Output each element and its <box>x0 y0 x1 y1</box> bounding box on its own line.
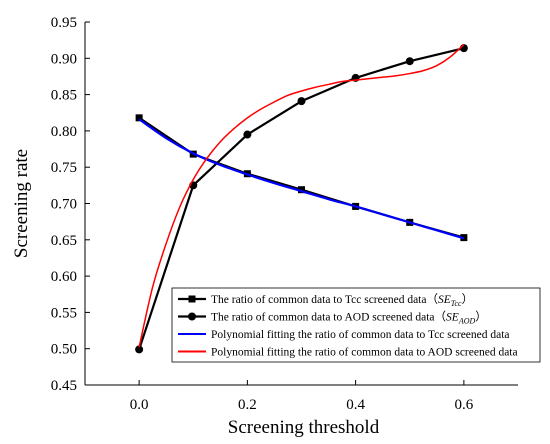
y-tick-label: 0.45 <box>51 378 77 394</box>
legend: The ratio of common data to Tcc screened… <box>171 287 541 363</box>
y-tick-label: 0.65 <box>51 233 77 249</box>
series-line-0 <box>138 116 465 239</box>
data-point-circle <box>297 97 306 106</box>
data-point-circle <box>405 57 414 66</box>
x-tick-label: 0.2 <box>238 397 257 413</box>
data-point-square <box>135 114 143 122</box>
y-tick-label: 0.70 <box>51 197 77 213</box>
legend-marker-square <box>188 295 196 303</box>
legend-marker-circle <box>188 312 196 321</box>
data-point-circle <box>243 130 252 139</box>
legend-label: The ratio of common data to Tcc screened… <box>211 293 473 308</box>
y-tick-label: 0.55 <box>51 305 77 321</box>
legend-box <box>171 287 541 363</box>
legend-label: Polynomial fitting the ratio of common d… <box>211 329 510 341</box>
series-layer <box>135 43 468 354</box>
y-tick-label: 0.85 <box>51 88 77 104</box>
y-tick-label: 0.80 <box>51 124 77 140</box>
y-tick-label: 0.60 <box>51 269 77 285</box>
data-point-square <box>298 186 305 194</box>
x-axis-title: Screening threshold <box>228 417 380 438</box>
y-axis-title: Screening rate <box>11 149 32 258</box>
series-line-2 <box>138 118 465 240</box>
x-tick-label: 0.4 <box>346 397 365 413</box>
legend-label: The ratio of common data to AOD screened… <box>211 311 487 326</box>
y-tick-label: 0.75 <box>51 160 77 176</box>
x-tick-label: 0.0 <box>130 397 149 413</box>
data-point-circle <box>135 345 144 354</box>
y-tick-label: 0.50 <box>51 342 77 358</box>
axes: 0.45 0.50 0.55 0.60 0.65 0.70 0.75 0.80 0.85 0.90… <box>51 15 518 413</box>
x-tick-label: 0.6 <box>455 397 474 413</box>
y-tick-label: 0.95 <box>51 15 77 31</box>
series-line-3 <box>138 43 465 348</box>
y-tick-label: 0.90 <box>51 51 77 67</box>
legend-label: Polynomial fitting the ratio of common d… <box>211 347 518 359</box>
